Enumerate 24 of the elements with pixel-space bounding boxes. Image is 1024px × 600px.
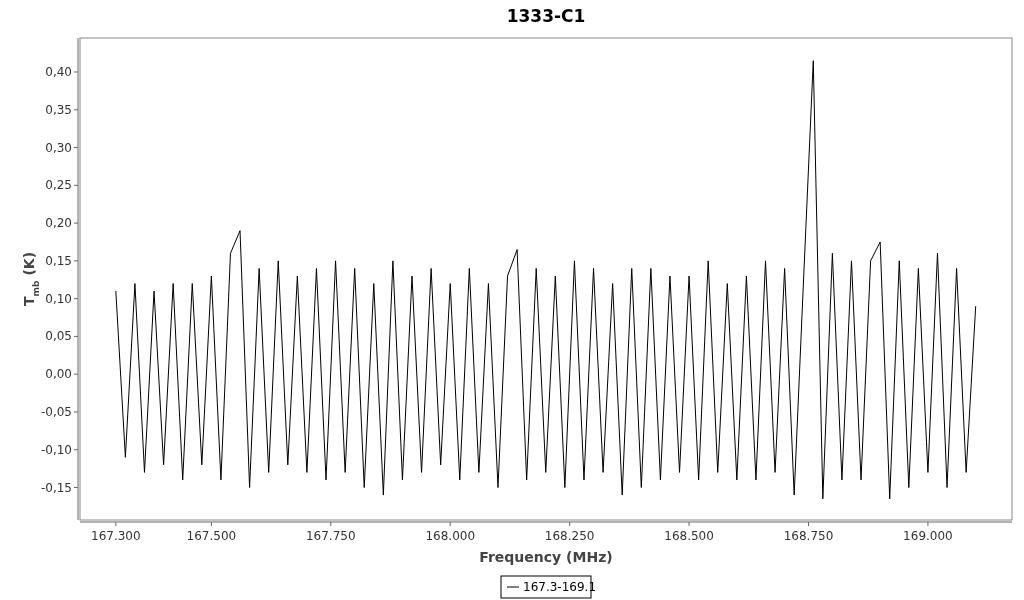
chart-title: 1333-C1 (506, 6, 586, 26)
y-tick-label: -0,10 (40, 442, 72, 457)
y-tick-label: -0,05 (40, 404, 72, 419)
y-tick-label: 0,05 (45, 329, 72, 344)
y-tick-label: 0,15 (45, 253, 72, 268)
y-tick-label: 0,40 (45, 65, 72, 79)
line-series (115, 60, 977, 500)
y-tick-label: 0,30 (45, 140, 72, 155)
x-tick-label: 169.000 (903, 529, 953, 543)
x-tick-label: 167.500 (186, 529, 237, 543)
x-tick-label: 167.300 (91, 529, 141, 543)
x-tick-label: 167.750 (305, 529, 356, 543)
y-tick-label: 0,20 (45, 216, 72, 231)
x-tick-label: 168.500 (664, 529, 714, 543)
x-axis-title: Frequency (MHz) (479, 549, 613, 565)
y-tick-label: 0,00 (45, 367, 72, 382)
legend-label: 167.3-169.1 (523, 580, 597, 594)
x-tick-label: 168.750 (783, 529, 834, 543)
x-tick-label: 168.250 (544, 529, 595, 543)
y-tick-label: 0,35 (45, 102, 72, 117)
y-tick-label: 0,10 (45, 291, 72, 306)
y-tick-label: -0,15 (40, 480, 72, 495)
y-tick-label: 0,25 (45, 178, 72, 193)
x-tick-label: 168.000 (425, 529, 476, 543)
